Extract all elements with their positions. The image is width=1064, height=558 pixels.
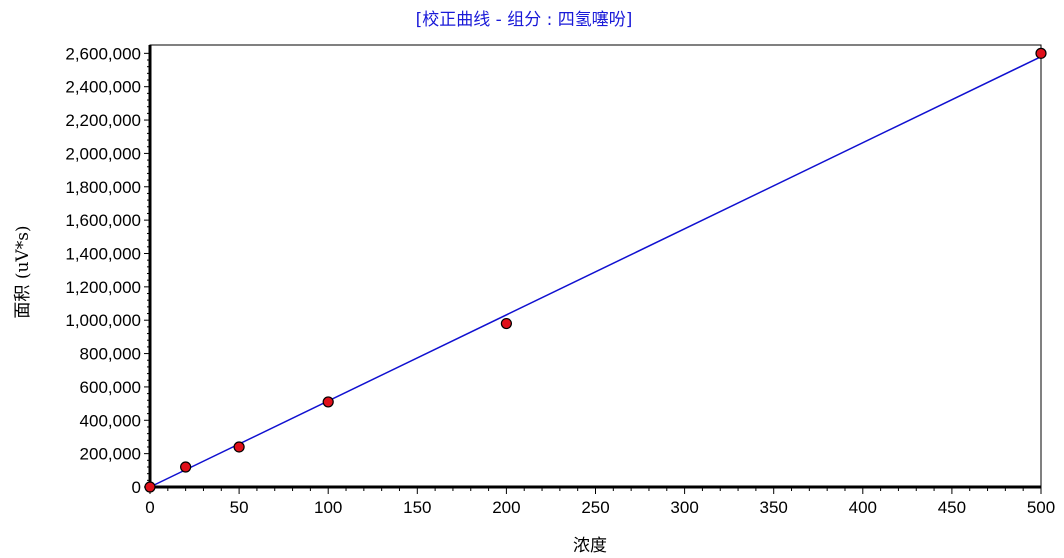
y-tick-label-3: 600,000 — [80, 378, 141, 397]
x-axis: 0 50 100 150 200 250 300 350 400 450 500 — [145, 487, 1055, 517]
x-tick-label-5: 250 — [581, 498, 609, 517]
x-tick-label-7: 350 — [760, 498, 788, 517]
y-axis-label: 面积 (uV*s) — [13, 225, 33, 318]
x-tick-label-3: 150 — [403, 498, 431, 517]
y-tick-label-2: 400,000 — [80, 411, 141, 430]
fit-line-group — [149, 56, 1042, 488]
data-point-2 — [233, 441, 245, 453]
y-tick-label-1: 200,000 — [80, 445, 141, 464]
y-tick-label-9: 1,800,000 — [65, 178, 141, 197]
y-tick-label-0: 0 — [132, 478, 141, 497]
y-tick-label-8: 1,600,000 — [65, 211, 141, 230]
chart-title: [校正曲线 - 组分 : 四氢噻吩] — [416, 10, 633, 30]
x-tick-label-9: 450 — [938, 498, 966, 517]
x-tick-label-2: 100 — [314, 498, 342, 517]
y-tick-label-11: 2,200,000 — [65, 111, 141, 130]
y-tick-label-13: 2,600,000 — [65, 44, 141, 63]
y-tick-label-5: 1,000,000 — [65, 311, 141, 330]
y-tick-label-6: 1,200,000 — [65, 278, 141, 297]
y-tick-label-10: 2,000,000 — [65, 144, 141, 163]
data-points — [144, 47, 1047, 493]
data-point-5 — [1035, 47, 1047, 59]
data-point-3 — [322, 396, 334, 408]
y-tick-label-12: 2,400,000 — [65, 78, 141, 97]
y-tick-label-4: 800,000 — [80, 345, 141, 364]
x-tick-label-1: 50 — [230, 498, 249, 517]
x-tick-label-10: 500 — [1027, 498, 1055, 517]
plot-border — [149, 44, 1042, 488]
fit-line — [149, 56, 1042, 488]
x-tick-label-8: 400 — [849, 498, 877, 517]
x-tick-label-0: 0 — [145, 498, 154, 517]
data-point-1 — [180, 461, 192, 473]
x-tick-label-6: 300 — [670, 498, 698, 517]
data-point-4 — [500, 317, 512, 330]
plot-frame — [148, 44, 1042, 489]
x-axis-label: 浓度 — [573, 536, 607, 556]
y-axis: 0 200,000 400,000 600,000 800,000 1,000,000 1,… — [65, 44, 150, 497]
data-point-0 — [144, 481, 156, 493]
y-tick-label-7: 1,400,000 — [65, 244, 141, 263]
x-tick-label-4: 200 — [492, 498, 520, 517]
